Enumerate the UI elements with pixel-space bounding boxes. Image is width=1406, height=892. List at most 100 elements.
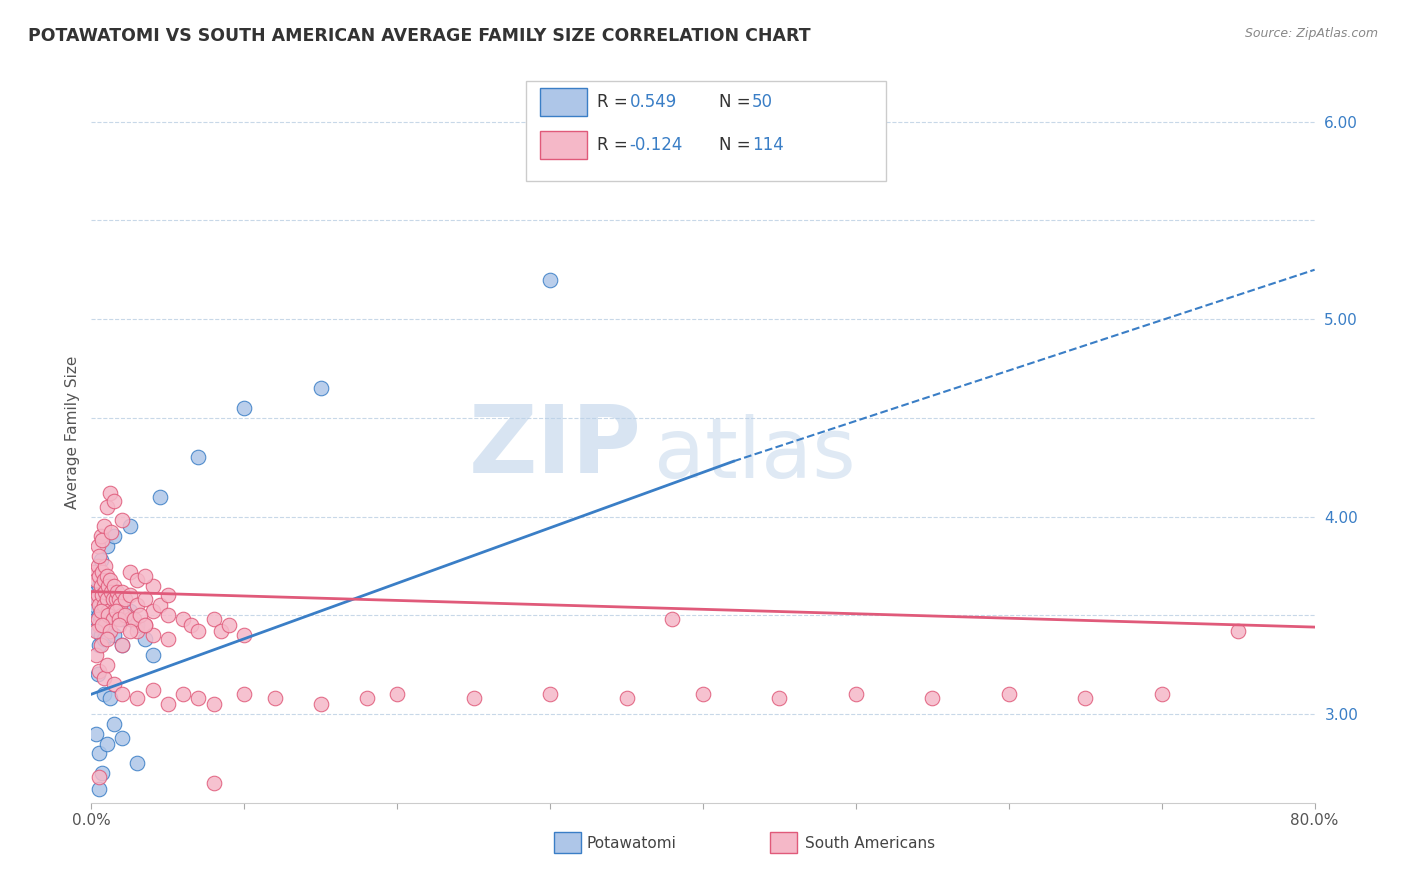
Point: [91, 618, 114, 632]
Text: South Americans: South Americans: [804, 836, 935, 851]
Point: [156, 632, 179, 646]
Point: [83, 565, 105, 579]
Point: [463, 691, 485, 706]
Point: [100, 584, 122, 599]
Point: [103, 716, 125, 731]
Text: 50: 50: [752, 93, 773, 111]
FancyBboxPatch shape: [526, 81, 886, 181]
Point: [96, 612, 118, 626]
Point: [538, 687, 561, 701]
FancyBboxPatch shape: [770, 832, 797, 853]
Point: [98, 691, 121, 706]
Point: [96, 584, 118, 599]
Point: [134, 592, 156, 607]
Point: [91, 618, 114, 632]
Point: [108, 618, 131, 632]
Point: [118, 519, 141, 533]
Point: [90, 608, 112, 623]
Point: [93, 573, 115, 587]
Point: [111, 584, 134, 599]
Point: [105, 584, 128, 599]
Point: [90, 599, 112, 613]
Text: 114: 114: [752, 136, 783, 153]
Point: [91, 533, 114, 548]
Point: [103, 604, 125, 618]
Point: [86, 612, 108, 626]
Point: [141, 579, 163, 593]
Point: [94, 584, 117, 599]
Point: [309, 697, 332, 711]
Point: [98, 573, 121, 587]
Point: [97, 628, 120, 642]
Point: [87, 608, 110, 623]
Point: [86, 539, 108, 553]
Point: [86, 558, 108, 573]
Point: [83, 599, 105, 613]
Point: [103, 599, 125, 613]
Point: [84, 584, 107, 599]
Point: [309, 381, 332, 395]
Point: [96, 737, 118, 751]
Point: [118, 589, 141, 603]
Point: [921, 691, 943, 706]
Point: [103, 579, 125, 593]
Point: [87, 747, 110, 761]
Point: [127, 691, 149, 706]
Point: [134, 618, 156, 632]
Point: [94, 620, 117, 634]
Point: [91, 589, 114, 603]
Point: [1150, 687, 1173, 701]
Point: [108, 592, 131, 607]
Point: [100, 525, 122, 540]
Point: [264, 691, 287, 706]
Point: [141, 683, 163, 698]
Point: [87, 770, 110, 784]
Point: [90, 553, 112, 567]
Text: Potawatomi: Potawatomi: [586, 836, 676, 851]
Point: [111, 687, 134, 701]
Text: -0.124: -0.124: [630, 136, 683, 153]
Point: [998, 687, 1021, 701]
Point: [93, 632, 115, 646]
Point: [87, 618, 110, 632]
Point: [101, 592, 124, 607]
Point: [187, 450, 209, 465]
Point: [209, 624, 232, 638]
Point: [118, 565, 141, 579]
Point: [91, 766, 114, 780]
Point: [94, 618, 117, 632]
Point: [103, 493, 125, 508]
Point: [202, 697, 225, 711]
Point: [110, 599, 132, 613]
Point: [356, 691, 378, 706]
Point: [202, 776, 225, 790]
Point: [91, 565, 114, 579]
Point: [1227, 624, 1250, 638]
Point: [93, 599, 115, 613]
Point: [122, 612, 145, 626]
Point: [86, 589, 108, 603]
Point: [111, 612, 134, 626]
Point: [87, 579, 110, 593]
Point: [187, 691, 209, 706]
Point: [111, 638, 134, 652]
Point: [156, 608, 179, 623]
Point: [149, 599, 172, 613]
Y-axis label: Average Family Size: Average Family Size: [65, 356, 80, 509]
Point: [84, 612, 107, 626]
Point: [111, 513, 134, 527]
Point: [87, 599, 110, 613]
Point: [127, 756, 149, 771]
Text: ZIP: ZIP: [470, 401, 643, 493]
Point: [94, 592, 117, 607]
Text: atlas: atlas: [654, 414, 856, 495]
Text: N =: N =: [718, 136, 756, 153]
Point: [103, 628, 125, 642]
Point: [114, 592, 136, 607]
Point: [134, 618, 156, 632]
Point: [127, 624, 149, 638]
FancyBboxPatch shape: [540, 131, 586, 160]
Point: [97, 579, 120, 593]
Point: [90, 628, 112, 642]
Point: [90, 604, 112, 618]
